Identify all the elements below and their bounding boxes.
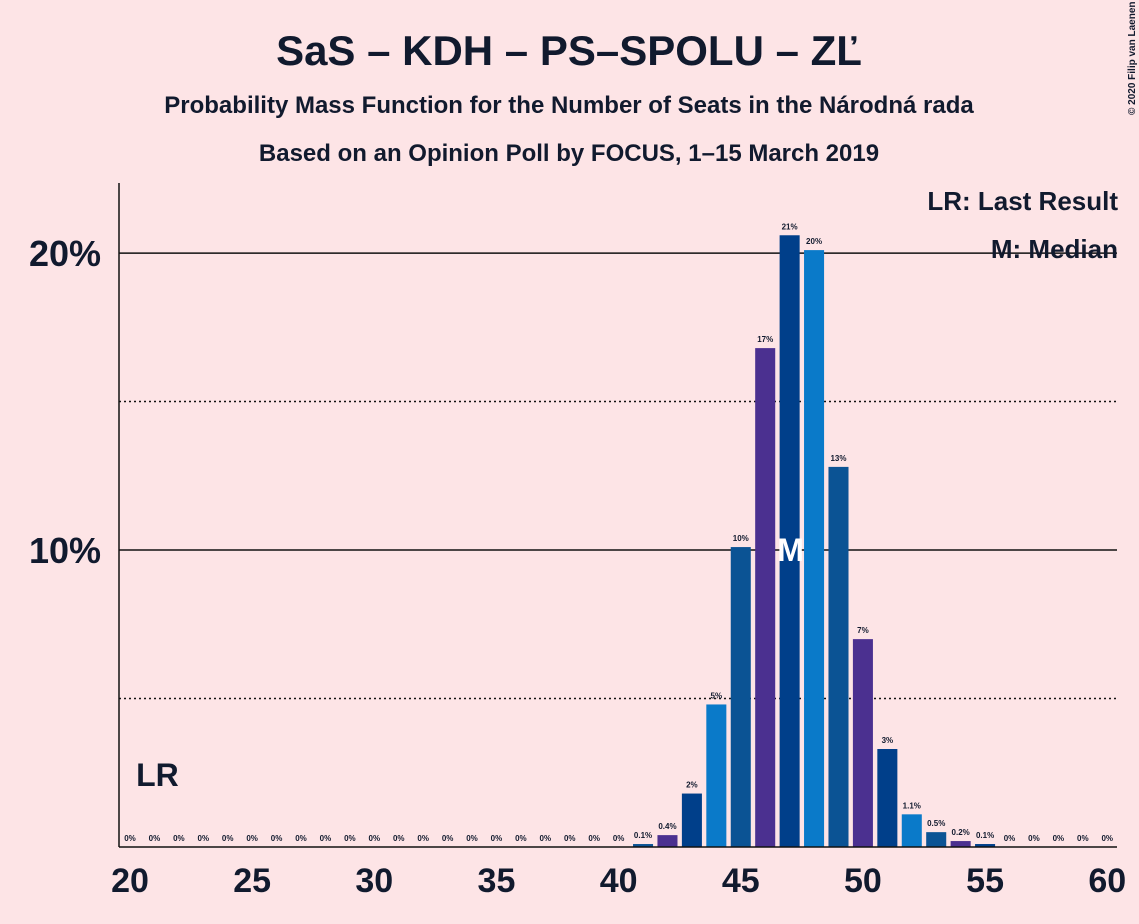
value-label: 0% [1077, 834, 1089, 843]
value-label: 0% [1004, 834, 1016, 843]
value-label: 0.4% [658, 822, 676, 831]
value-label: 20% [806, 237, 822, 246]
x-tick-label: 60 [1088, 862, 1126, 900]
x-tick-label: 25 [233, 862, 271, 900]
value-label: 0% [613, 834, 625, 843]
value-label: 0% [540, 834, 552, 843]
value-label: 0% [393, 834, 405, 843]
value-label: 0% [515, 834, 527, 843]
value-label: 0% [173, 834, 185, 843]
bar [804, 250, 825, 848]
value-label: 0% [1028, 834, 1040, 843]
bar [681, 793, 702, 847]
value-label: 7% [857, 626, 869, 635]
bar [877, 749, 898, 847]
value-label: 10% [733, 534, 749, 543]
value-label: 0.1% [634, 831, 652, 840]
value-label: 0% [491, 834, 503, 843]
bar [950, 841, 971, 847]
value-label: 13% [830, 454, 846, 463]
x-tick-label: 20 [111, 862, 149, 900]
x-tick-label: 55 [966, 862, 1004, 900]
value-label: 0% [1101, 834, 1113, 843]
x-tick-label: 35 [478, 862, 516, 900]
value-label: 2% [686, 781, 698, 790]
value-label: 0% [466, 834, 478, 843]
bar [779, 235, 800, 847]
last-result-label: LR [136, 757, 179, 793]
value-label: 0% [198, 834, 210, 843]
value-label: 0% [320, 834, 332, 843]
value-label: 0.2% [952, 828, 970, 837]
x-tick-label: 40 [600, 862, 638, 900]
value-label: 0% [271, 834, 283, 843]
x-tick-label: 30 [355, 862, 393, 900]
legend-entry: M: Median [991, 234, 1118, 264]
value-label: 0.5% [927, 819, 945, 828]
bar [730, 547, 751, 847]
value-label: 0% [1053, 834, 1065, 843]
bar [926, 832, 947, 847]
bar [633, 844, 654, 847]
value-label: 0% [222, 834, 234, 843]
value-label: 0% [417, 834, 429, 843]
value-label: 17% [757, 335, 773, 344]
value-label: 0.1% [976, 831, 994, 840]
median-label: M [777, 532, 804, 568]
credit: © 2020 Filip van Laenen [1127, 1, 1138, 115]
y-tick-label: 20% [29, 233, 101, 274]
bar [657, 835, 678, 847]
subtitle: Based on an Opinion Poll by FOCUS, 1–15 … [259, 140, 879, 167]
y-tick-label: 10% [29, 530, 101, 571]
x-tick-label: 45 [722, 862, 760, 900]
value-label: 0% [588, 834, 600, 843]
value-label: 3% [882, 736, 894, 745]
value-label: 1.1% [903, 801, 921, 810]
bar [901, 814, 922, 847]
chart-title: SaS – KDH – PS–SPOLU – ZĽ [276, 27, 862, 74]
legend-entry: LR: Last Result [927, 186, 1118, 216]
value-label: 0% [124, 834, 136, 843]
value-label: 0% [369, 834, 381, 843]
value-label: 21% [782, 222, 798, 231]
subtitle: Probability Mass Function for the Number… [164, 92, 974, 119]
value-label: 5% [711, 691, 723, 700]
bar [706, 704, 727, 847]
bar [975, 844, 996, 847]
value-label: 0% [564, 834, 576, 843]
value-label: 0% [442, 834, 454, 843]
bar [852, 639, 873, 847]
value-label: 0% [149, 834, 161, 843]
x-tick-label: 50 [844, 862, 882, 900]
value-label: 0% [295, 834, 307, 843]
bar [828, 466, 849, 847]
value-label: 0% [246, 834, 258, 843]
bar [755, 348, 776, 847]
value-label: 0% [344, 834, 356, 843]
